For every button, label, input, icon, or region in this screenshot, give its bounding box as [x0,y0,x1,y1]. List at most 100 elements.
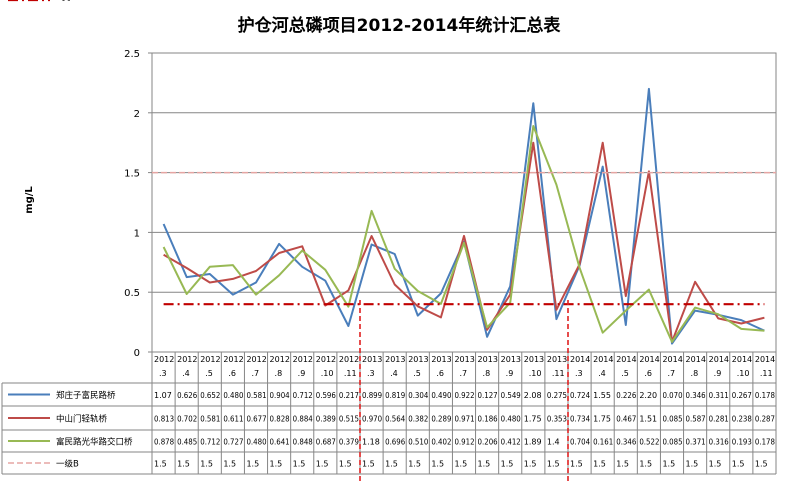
y-axis: 0 0.5 1 1.5 2 2.5 [124,49,152,359]
data-cell: 0.510 [408,438,428,447]
data-cell: 1.5 [385,460,398,469]
data-cell: 0.480 [246,438,266,447]
data-cell: 1.18 [362,438,380,447]
data-cell: 0.696 [385,438,405,447]
data-cell: 0.4 [501,0,514,2]
series-line-0 [162,87,765,345]
category-year-label: 2014 [686,355,706,364]
data-cell: 0.819 [385,391,405,400]
data-cell: 0.4 [431,0,444,2]
data-cell: 0.704 [570,438,590,447]
data-cell: 0.206 [478,438,498,447]
data-cell: 0.848 [293,438,313,447]
category-month-label: .11 [552,369,565,378]
data-cell: 0.813 [154,415,174,424]
category-month-label: .8 [275,369,283,378]
data-cell: 2.08 [524,391,542,400]
data-cell: 0.4 [616,0,629,2]
category-year-label: 2014 [709,355,729,364]
plot-area-border [151,52,777,353]
data-cell: 0.490 [431,391,451,400]
category-year-label: 2012 [339,355,359,364]
data-cell: 0.4 [246,0,259,2]
data-cell: 0.480 [501,415,521,424]
data-cell: 0.4 [362,0,375,2]
y-tick-label: 2 [134,109,140,120]
category-month-label: .6 [436,369,444,378]
data-cell: 0.702 [177,415,197,424]
data-cell: 0.289 [431,415,451,424]
data-cell: 0.287 [755,415,775,424]
data-cell: 0.389 [316,415,336,424]
data-cell: 0.353 [547,415,567,424]
y-tick-label: 0 [134,348,140,359]
data-cell: 1.5 [662,460,675,469]
data-cell: 0.193 [732,438,752,447]
data-cell: 1.89 [524,438,542,447]
category-year-label: 2013 [431,355,451,364]
y-axis-label: mg/L [24,186,35,214]
data-cell: 1.5 [732,460,745,469]
series-line-1 [163,141,765,343]
category-month-label: .9 [714,369,722,378]
category-month-label: .5 [205,369,213,378]
data-cell: 0.712 [293,391,313,400]
category-year-label: 2014 [639,355,659,364]
data-cell: 0.564 [385,415,405,424]
data-cell: 1.07 [154,391,172,400]
data-cell: 0.884 [293,415,313,424]
legend-name: 一级B [56,459,79,470]
data-cell: 0.4 [570,0,583,2]
category-month-label: .8 [691,369,699,378]
category-year-label: 2013 [478,355,498,364]
data-cell: 1.5 [570,460,583,469]
data-cell: 0.371 [686,438,706,447]
data-cell: 0.4 [177,0,190,2]
data-cell: 0.549 [501,391,521,400]
category-year-label: 2013 [524,355,544,364]
data-cell: 0.652 [200,391,220,400]
data-cell: 0.382 [408,415,428,424]
data-cell: 1.5 [524,460,537,469]
data-cell: 0.4 [339,0,352,2]
data-cell: 0.275 [547,391,567,400]
data-cell: 1.5 [593,460,606,469]
data-cell: 0.161 [593,438,613,447]
data-cell: 0.4 [200,0,213,2]
category-year-label: 2013 [454,355,474,364]
category-year-label: 2013 [385,355,405,364]
legend-name: 郑庄子富民路桥 [56,390,116,401]
category-month-label: .9 [506,369,514,378]
category-year-label: 2012 [293,355,313,364]
data-cell: 0.085 [662,415,682,424]
data-cell: 1.5 [339,460,352,469]
category-month-label: .4 [598,369,606,378]
data-cell: 0.970 [362,415,382,424]
category-year-label: 2012 [177,355,197,364]
data-cell: 0.641 [270,438,290,447]
data-cell: 1.5 [408,460,421,469]
data-cell: 0.922 [454,391,474,400]
data-cell: 0.178 [755,391,775,400]
category-month-label: .11 [344,369,357,378]
y-tick-label: 0.5 [124,288,140,299]
category-year-label: 2012 [246,355,266,364]
category-year-label: 2012 [223,355,243,364]
data-cell: 1.5 [154,460,167,469]
category-month-label: .4 [182,369,190,378]
data-cell: 0.226 [616,391,636,400]
data-cell: 1.5 [246,460,259,469]
data-cell: 0.4 [709,0,722,2]
category-year-label: 2014 [593,355,613,364]
category-month-label: .3 [159,369,167,378]
category-month-label: .7 [667,369,675,378]
data-cell: 1.5 [616,460,629,469]
data-cell: 0.4 [686,0,699,2]
data-cell: 0.587 [686,415,706,424]
category-month-label: .5 [621,369,629,378]
category-year-label: 2012 [270,355,290,364]
data-cell: 0.712 [200,438,220,447]
category-month-label: .3 [575,369,583,378]
data-cell: 0.085 [662,438,682,447]
